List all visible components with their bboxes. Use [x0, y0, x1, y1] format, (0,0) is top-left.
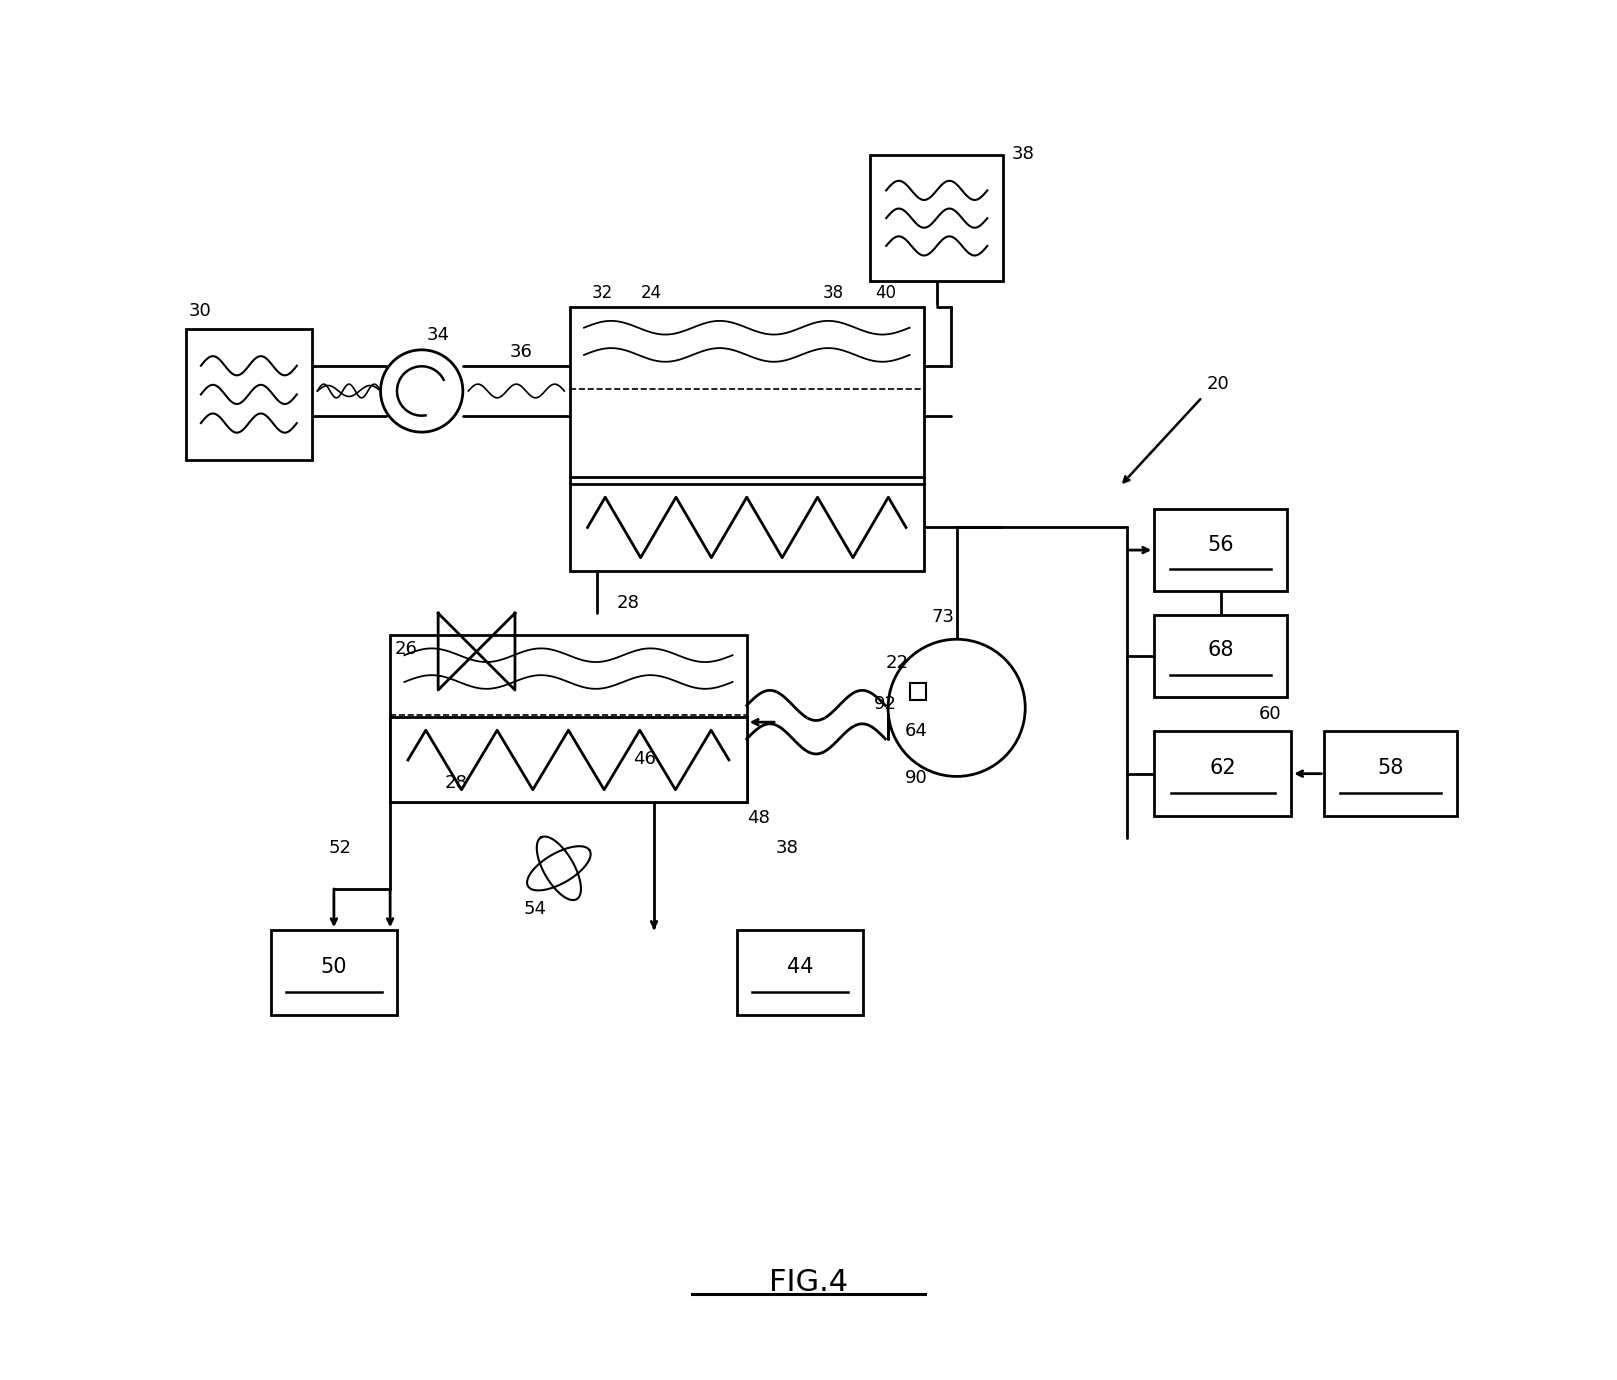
- Bar: [1324, 731, 1457, 816]
- Text: 38: 38: [776, 839, 799, 857]
- Text: 60: 60: [1258, 705, 1281, 723]
- Bar: [569, 308, 923, 477]
- Text: 50: 50: [320, 958, 348, 977]
- Text: 48: 48: [747, 809, 770, 827]
- Bar: [270, 930, 398, 1016]
- Text: 73: 73: [931, 607, 956, 625]
- Text: 68: 68: [1208, 640, 1234, 660]
- Text: 90: 90: [904, 769, 927, 787]
- Text: 24: 24: [642, 284, 663, 302]
- Text: 28: 28: [445, 774, 467, 792]
- Text: 54: 54: [524, 900, 547, 918]
- Circle shape: [380, 349, 462, 432]
- Text: 38: 38: [1012, 145, 1035, 163]
- Bar: [870, 155, 1003, 282]
- Polygon shape: [438, 613, 477, 690]
- Text: 58: 58: [1378, 758, 1404, 778]
- Text: 92: 92: [875, 696, 897, 713]
- Text: 44: 44: [787, 958, 813, 977]
- Polygon shape: [477, 613, 514, 690]
- Text: 20: 20: [1206, 375, 1229, 393]
- Text: 38: 38: [821, 284, 844, 302]
- Text: 40: 40: [876, 284, 897, 302]
- Text: 34: 34: [427, 326, 450, 345]
- Bar: [1155, 614, 1287, 697]
- Text: 64: 64: [904, 722, 928, 740]
- Text: 28: 28: [616, 593, 639, 611]
- Bar: [390, 718, 747, 803]
- Text: 26: 26: [395, 640, 417, 658]
- Text: 52: 52: [328, 839, 351, 857]
- Text: 30: 30: [189, 302, 212, 320]
- Text: 36: 36: [509, 342, 532, 360]
- Bar: [1155, 509, 1287, 591]
- Bar: [910, 683, 927, 700]
- Bar: [1155, 731, 1292, 816]
- Text: 56: 56: [1208, 534, 1234, 555]
- Circle shape: [888, 639, 1025, 777]
- Bar: [737, 930, 863, 1016]
- Bar: [186, 330, 312, 460]
- Text: 22: 22: [886, 654, 909, 672]
- Text: 62: 62: [1210, 758, 1235, 778]
- Text: 32: 32: [592, 284, 613, 302]
- Text: 46: 46: [632, 751, 657, 769]
- Text: FIG.4: FIG.4: [770, 1268, 847, 1297]
- Bar: [569, 484, 923, 571]
- Bar: [390, 635, 747, 803]
